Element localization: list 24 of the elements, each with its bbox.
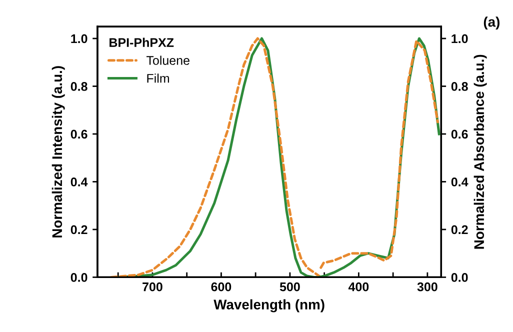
- legend-title: BPI-PhPXZ: [110, 38, 174, 47]
- y-axis-title: Normalized Intensity (a.u.): [52, 66, 65, 238]
- x-tick-label: 500: [280, 282, 300, 292]
- y2-tick-label: 0.4: [451, 178, 468, 186]
- y-tick-label: 0.8: [70, 82, 88, 91]
- x-tick-label: 600: [211, 282, 232, 292]
- y-tick-label: 0.0: [70, 273, 88, 282]
- y-tick-label: 1.0: [71, 34, 88, 44]
- legend-label: Film: [147, 74, 169, 83]
- y2-tick-label: 0.2: [451, 225, 468, 234]
- legend-label: Toluene: [146, 56, 190, 65]
- y-tick-label: 0.6: [70, 130, 88, 139]
- y2-tick-label: 0.8: [451, 82, 468, 91]
- x-axis-title: Wavelength (nm): [214, 299, 324, 312]
- y-tick-label: 0.4: [70, 178, 88, 186]
- y-tick-label: 0.2: [70, 225, 88, 234]
- y2-tick-label: 0.6: [451, 130, 468, 139]
- y2-tick-label: 1.0: [452, 34, 468, 44]
- y2-tick-label: 0.0: [451, 273, 468, 282]
- x-tick-label: 700: [142, 282, 162, 292]
- y2-axis-title: Normalized Absorbance (a.u.): [474, 54, 487, 249]
- x-tick-label: 300: [417, 282, 438, 292]
- x-tick-label: 400: [348, 282, 369, 292]
- text: (a): [484, 16, 500, 30]
